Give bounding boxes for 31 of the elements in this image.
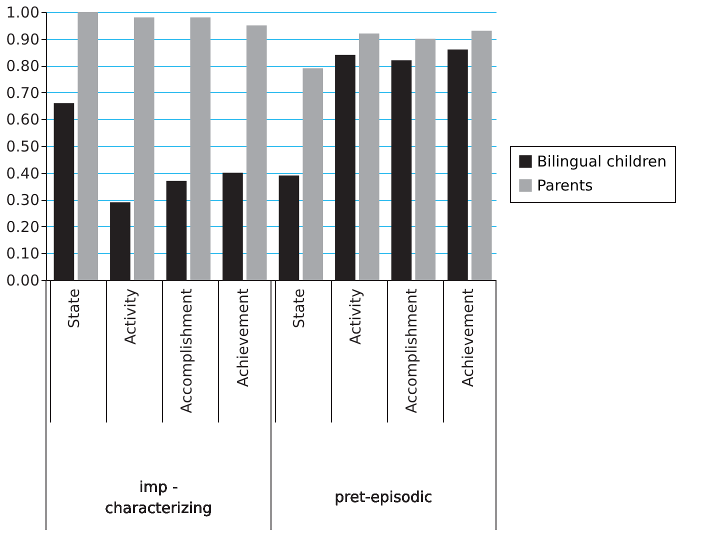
y-tick-label: 0.00: [6, 272, 40, 290]
y-tick-label: 0.40: [6, 164, 40, 182]
y-tick-label: 0.70: [6, 84, 40, 102]
legend-label: Parents: [537, 176, 594, 194]
x-tick-label: Activity: [121, 288, 140, 345]
x-tick-label: Achievement: [458, 288, 477, 387]
y-tick-label: 0.50: [6, 138, 40, 156]
bar: [358, 33, 380, 280]
bar: [134, 17, 154, 280]
y-tick-label: 1.00: [6, 4, 40, 22]
y-tick-label: 0.30: [6, 191, 40, 210]
x-tick-label: State: [65, 288, 84, 328]
text: pret-episodic: [334, 488, 432, 506]
bar: [246, 25, 267, 280]
x-tick-label: Activity: [346, 288, 364, 345]
y-tick-label: 0.90: [6, 30, 40, 48]
x-tick-label: State: [290, 288, 308, 328]
bar: [415, 38, 436, 280]
y-tick-label: 0.60: [6, 110, 40, 129]
y-tick-label: 0.80: [6, 57, 40, 76]
x-tick-label: Accomplishment: [178, 288, 196, 414]
y-tick-label: 0.10: [6, 244, 40, 263]
bar: [471, 30, 492, 280]
legend-label: Bilingual children: [537, 152, 667, 170]
bar: [190, 17, 211, 280]
y-tick-label: 0.20: [6, 218, 40, 236]
bar: [302, 68, 324, 280]
bar: [78, 12, 98, 280]
x-tick-label: Achievement: [234, 288, 252, 387]
x-tick-label: Accomplishment: [402, 288, 421, 414]
text: imp - characterizing: [104, 478, 212, 517]
